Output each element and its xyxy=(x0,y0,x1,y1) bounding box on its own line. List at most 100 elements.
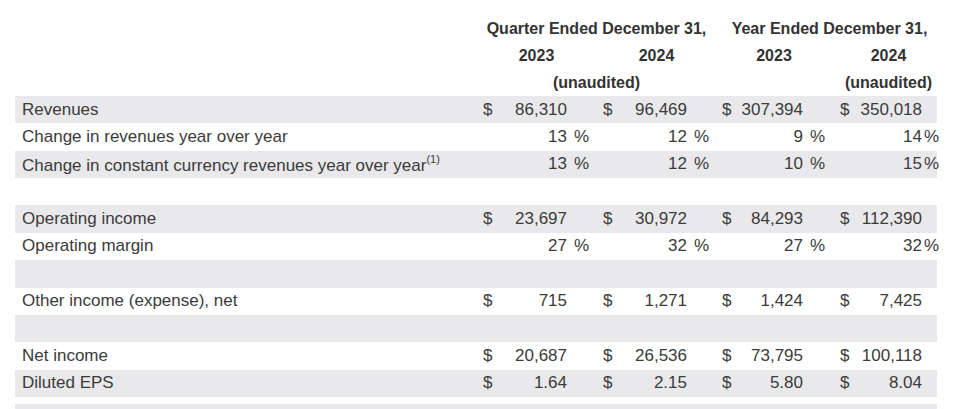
value-cell: $7,425 xyxy=(840,291,922,311)
table-row: Diluted EPS$1.64$2.15$5.80$8.04 xyxy=(15,370,937,397)
value-cell: $8.04 xyxy=(840,373,922,393)
value-cell: 13 xyxy=(483,127,567,147)
value-cell: $26,536 xyxy=(603,346,687,366)
dollar-sign: $ xyxy=(722,291,731,311)
row-label: Change in constant currency revenues yea… xyxy=(15,154,470,176)
value-cell: $2.15 xyxy=(603,373,687,393)
value-cell: $30,972 xyxy=(603,209,687,229)
value-number: 9 xyxy=(794,127,803,146)
dollar-sign: $ xyxy=(603,209,612,229)
value-number: 1,271 xyxy=(644,291,687,311)
unit-suffix-cell: % xyxy=(803,236,826,256)
value-cell: $307,394 xyxy=(722,100,803,120)
value-number: 2.15 xyxy=(654,373,687,393)
value-number: 10 xyxy=(784,154,803,173)
value-number: 73,795 xyxy=(751,346,803,366)
table-header: Quarter Ended December 31, Year Ended De… xyxy=(15,0,937,96)
percent-sign: % xyxy=(810,154,825,173)
percent-sign: % xyxy=(694,127,709,146)
value-cell: 12 xyxy=(603,127,687,147)
value-number: 84,293 xyxy=(751,209,803,229)
row-label: Diluted EPS xyxy=(15,373,470,393)
table-body: Revenues$86,310$96,469$307,394$350,018Ch… xyxy=(15,96,937,397)
quarter-period-title: Quarter Ended December 31, xyxy=(483,20,710,38)
dollar-sign: $ xyxy=(840,100,849,120)
row-label: Revenues xyxy=(15,100,470,120)
value-cell: $20,687 xyxy=(483,346,567,366)
row-label: Other income (expense), net xyxy=(15,291,470,311)
value-cell: $5.80 xyxy=(722,373,803,393)
dollar-sign: $ xyxy=(840,291,849,311)
header-period-titles-row: Quarter Ended December 31, Year Ended De… xyxy=(15,15,937,42)
dollar-sign: $ xyxy=(603,373,612,393)
value-cell: 9 xyxy=(722,127,803,147)
header-years-row: 2023 2024 2023 2024 xyxy=(15,42,937,69)
unit-suffix-cell: % xyxy=(567,154,590,174)
header-unaudited-row: (unaudited) (unaudited) xyxy=(15,69,937,96)
row-label-text: Other income (expense), net xyxy=(22,291,237,310)
quarter-unaudited-label: (unaudited) xyxy=(483,74,710,92)
dollar-sign: $ xyxy=(840,373,849,393)
value-number: 14 xyxy=(903,127,922,146)
value-number: 27 xyxy=(548,236,567,255)
value-cell: $1,271 xyxy=(603,291,687,311)
value-cell: 32 xyxy=(603,236,687,256)
value-number: 715 xyxy=(539,291,567,311)
dollar-sign: $ xyxy=(483,373,492,393)
value-number: 12 xyxy=(668,154,687,173)
value-number: 30,972 xyxy=(635,209,687,229)
value-cell: 27 xyxy=(483,236,567,256)
column-header-quarter-2023: 2023 xyxy=(483,47,590,65)
percent-sign: % xyxy=(574,127,589,146)
value-number: 32 xyxy=(668,236,687,255)
row-label-text: Change in constant currency revenues yea… xyxy=(22,155,426,174)
value-number: 100,118 xyxy=(862,346,922,366)
row-label: Operating income xyxy=(15,209,470,229)
unit-suffix-cell: % xyxy=(803,154,826,174)
dollar-sign: $ xyxy=(840,346,849,366)
row-label: Operating margin xyxy=(15,236,470,256)
value-cell: 32 xyxy=(840,236,922,256)
dollar-sign: $ xyxy=(722,373,731,393)
unit-suffix-cell: % xyxy=(567,236,590,256)
value-number: 12 xyxy=(668,127,687,146)
dollar-sign: $ xyxy=(722,346,731,366)
value-number: 23,697 xyxy=(515,209,567,229)
table-row: Change in revenues year over year13%12%9… xyxy=(15,123,937,150)
percent-sign: % xyxy=(924,127,939,146)
row-label-text: Net income xyxy=(22,346,108,365)
row-label-text: Revenues xyxy=(22,100,99,119)
value-cell: 14 xyxy=(840,127,922,147)
value-cell: 15 xyxy=(840,154,922,174)
dollar-sign: $ xyxy=(483,100,492,120)
row-label-text: Operating income xyxy=(22,209,156,228)
unit-suffix-cell: % xyxy=(922,127,937,147)
dollar-sign: $ xyxy=(722,100,731,120)
value-cell: $350,018 xyxy=(840,100,922,120)
column-header-year-2024: 2024 xyxy=(840,47,937,65)
value-number: 350,018 xyxy=(861,100,922,120)
unit-suffix-cell: % xyxy=(567,127,590,147)
unit-suffix-cell: % xyxy=(803,127,826,147)
column-header-year-2023: 2023 xyxy=(722,47,826,65)
value-cell: 13 xyxy=(483,154,567,174)
value-cell: 27 xyxy=(722,236,803,256)
footnote-marker: (1) xyxy=(426,154,439,165)
percent-sign: % xyxy=(924,154,939,173)
percent-sign: % xyxy=(810,127,825,146)
value-number: 1,424 xyxy=(760,291,803,311)
percent-sign: % xyxy=(694,154,709,173)
dollar-sign: $ xyxy=(483,346,492,366)
value-cell: $1.64 xyxy=(483,373,567,393)
value-cell: $715 xyxy=(483,291,567,311)
value-cell: 12 xyxy=(603,154,687,174)
unit-suffix-cell: % xyxy=(687,154,710,174)
value-number: 86,310 xyxy=(515,100,567,120)
value-number: 27 xyxy=(784,236,803,255)
table-row: Net income $20,687 $26,536 $73,795 $100,118 xyxy=(15,342,937,369)
table-row: Change in constant currency revenues yea… xyxy=(15,151,937,178)
value-number: 112,390 xyxy=(862,209,922,229)
value-cell: $96,469 xyxy=(603,100,687,120)
financial-results-table: Quarter Ended December 31, Year Ended De… xyxy=(15,0,937,409)
percent-sign: % xyxy=(810,236,825,255)
